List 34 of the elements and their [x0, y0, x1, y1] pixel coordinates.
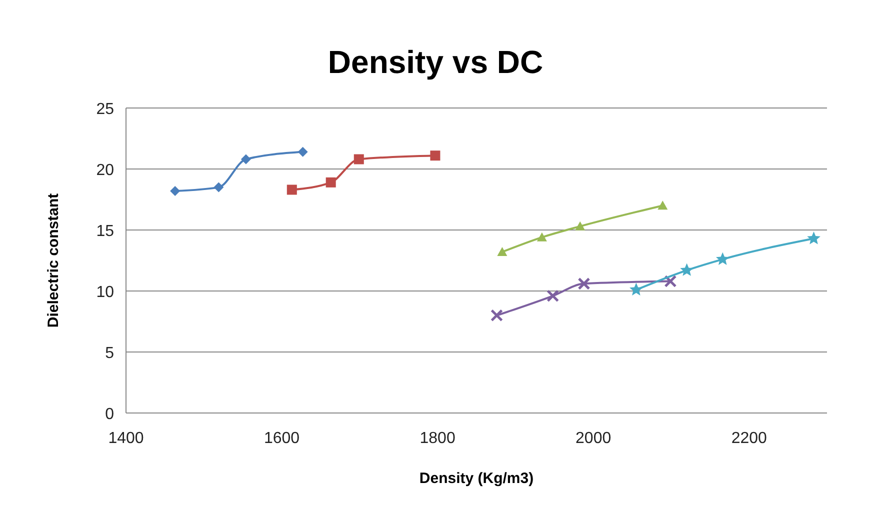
- point: [240, 154, 251, 164]
- x-tick-label: 1600: [264, 430, 300, 447]
- point: [298, 146, 308, 157]
- point: [807, 232, 820, 244]
- point: [286, 184, 297, 195]
- y-tick-label: 25: [96, 101, 114, 118]
- point: [658, 200, 668, 210]
- point: [354, 154, 364, 164]
- point: [680, 263, 694, 276]
- y-tick-label: 10: [96, 284, 114, 301]
- point: [575, 221, 586, 230]
- y-tick-label: 5: [105, 345, 114, 362]
- point: [170, 186, 180, 196]
- y-tick-label: 0: [105, 406, 114, 423]
- point: [430, 150, 440, 161]
- x-tick-label: 1800: [420, 430, 456, 447]
- y-tick-label: 20: [96, 162, 114, 179]
- point: [536, 232, 547, 242]
- x-tick-label: 2200: [731, 430, 768, 447]
- point: [490, 309, 503, 322]
- point: [664, 274, 677, 288]
- point: [497, 246, 508, 256]
- point: [578, 277, 590, 290]
- y-axis-title: Dielectric constant: [45, 193, 62, 328]
- x-tick-label: 1400: [108, 430, 144, 447]
- x-tick-label: 2000: [576, 430, 612, 447]
- chart-title: Density vs DC: [328, 44, 544, 80]
- x-axis-title: Density (Kg/m3): [419, 470, 534, 487]
- point: [546, 290, 560, 302]
- point: [716, 252, 730, 265]
- point: [326, 177, 336, 188]
- point: [214, 182, 224, 192]
- y-tick-label: 15: [96, 223, 114, 240]
- point: [630, 282, 643, 296]
